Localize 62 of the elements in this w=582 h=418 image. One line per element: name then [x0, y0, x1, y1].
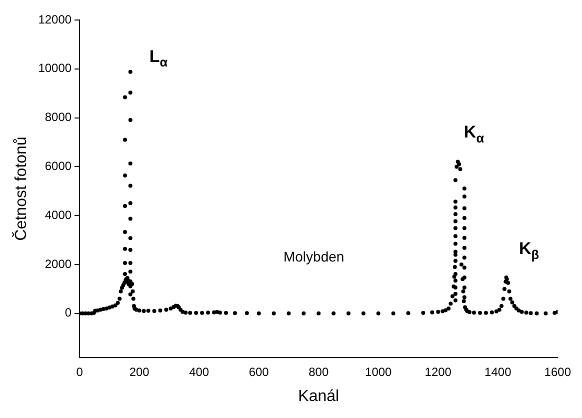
x-axis-title: Kanál: [298, 388, 340, 405]
point: [128, 184, 132, 188]
point: [453, 226, 458, 230]
x-tick-label: 200: [129, 364, 150, 379]
point: [128, 118, 132, 122]
y-tick-label: 6000: [44, 159, 72, 174]
x-tick-label: 1200: [424, 364, 452, 379]
point: [462, 285, 466, 290]
point: [453, 178, 458, 182]
point: [462, 194, 466, 199]
point: [128, 216, 132, 221]
point: [462, 246, 466, 250]
point: [453, 298, 458, 302]
y-tick-label: 8000: [44, 110, 72, 124]
x-tick-label: 600: [248, 364, 270, 379]
point: [453, 242, 458, 246]
y-tick-label: 4000: [44, 208, 72, 222]
point: [462, 256, 466, 260]
point: [128, 162, 132, 166]
point: [462, 216, 466, 220]
point: [453, 258, 458, 263]
point: [462, 295, 466, 300]
point: [462, 266, 466, 270]
point: [122, 261, 127, 266]
x-tick-label: 0: [76, 364, 84, 379]
y-axis-title: Četnost fotonů: [12, 136, 30, 241]
point: [128, 201, 132, 206]
point: [122, 272, 127, 276]
point: [453, 278, 458, 283]
point: [128, 70, 132, 74]
point: [453, 292, 458, 296]
y-tick-label: 10000: [38, 61, 72, 76]
x-tick-label: 1400: [484, 364, 512, 379]
y-tick-label: 2000: [44, 256, 72, 271]
point: [122, 230, 127, 234]
point: [128, 292, 132, 296]
point: [128, 261, 132, 266]
point: [453, 234, 458, 238]
point: [122, 138, 127, 142]
point: [122, 174, 127, 178]
point: [462, 186, 466, 190]
point: [462, 236, 466, 240]
point: [122, 204, 127, 208]
point: [453, 219, 458, 224]
x-tick-label: 1600: [544, 364, 572, 379]
point: [462, 206, 466, 210]
point: [453, 212, 458, 216]
point: [128, 270, 132, 274]
point: [128, 248, 132, 252]
x-tick-label: 400: [189, 364, 210, 379]
annotation: Molybden: [283, 248, 344, 265]
point: [128, 236, 132, 240]
x-tick-label: 1000: [365, 364, 392, 379]
point: [453, 200, 458, 204]
point: [462, 226, 466, 230]
x-tick-label: 800: [308, 364, 329, 379]
point: [122, 95, 127, 100]
point: [128, 90, 132, 95]
y-tick-label: 0: [64, 306, 72, 320]
point: [122, 246, 127, 251]
point: [453, 206, 458, 210]
y-tick-label: 12000: [38, 12, 72, 26]
